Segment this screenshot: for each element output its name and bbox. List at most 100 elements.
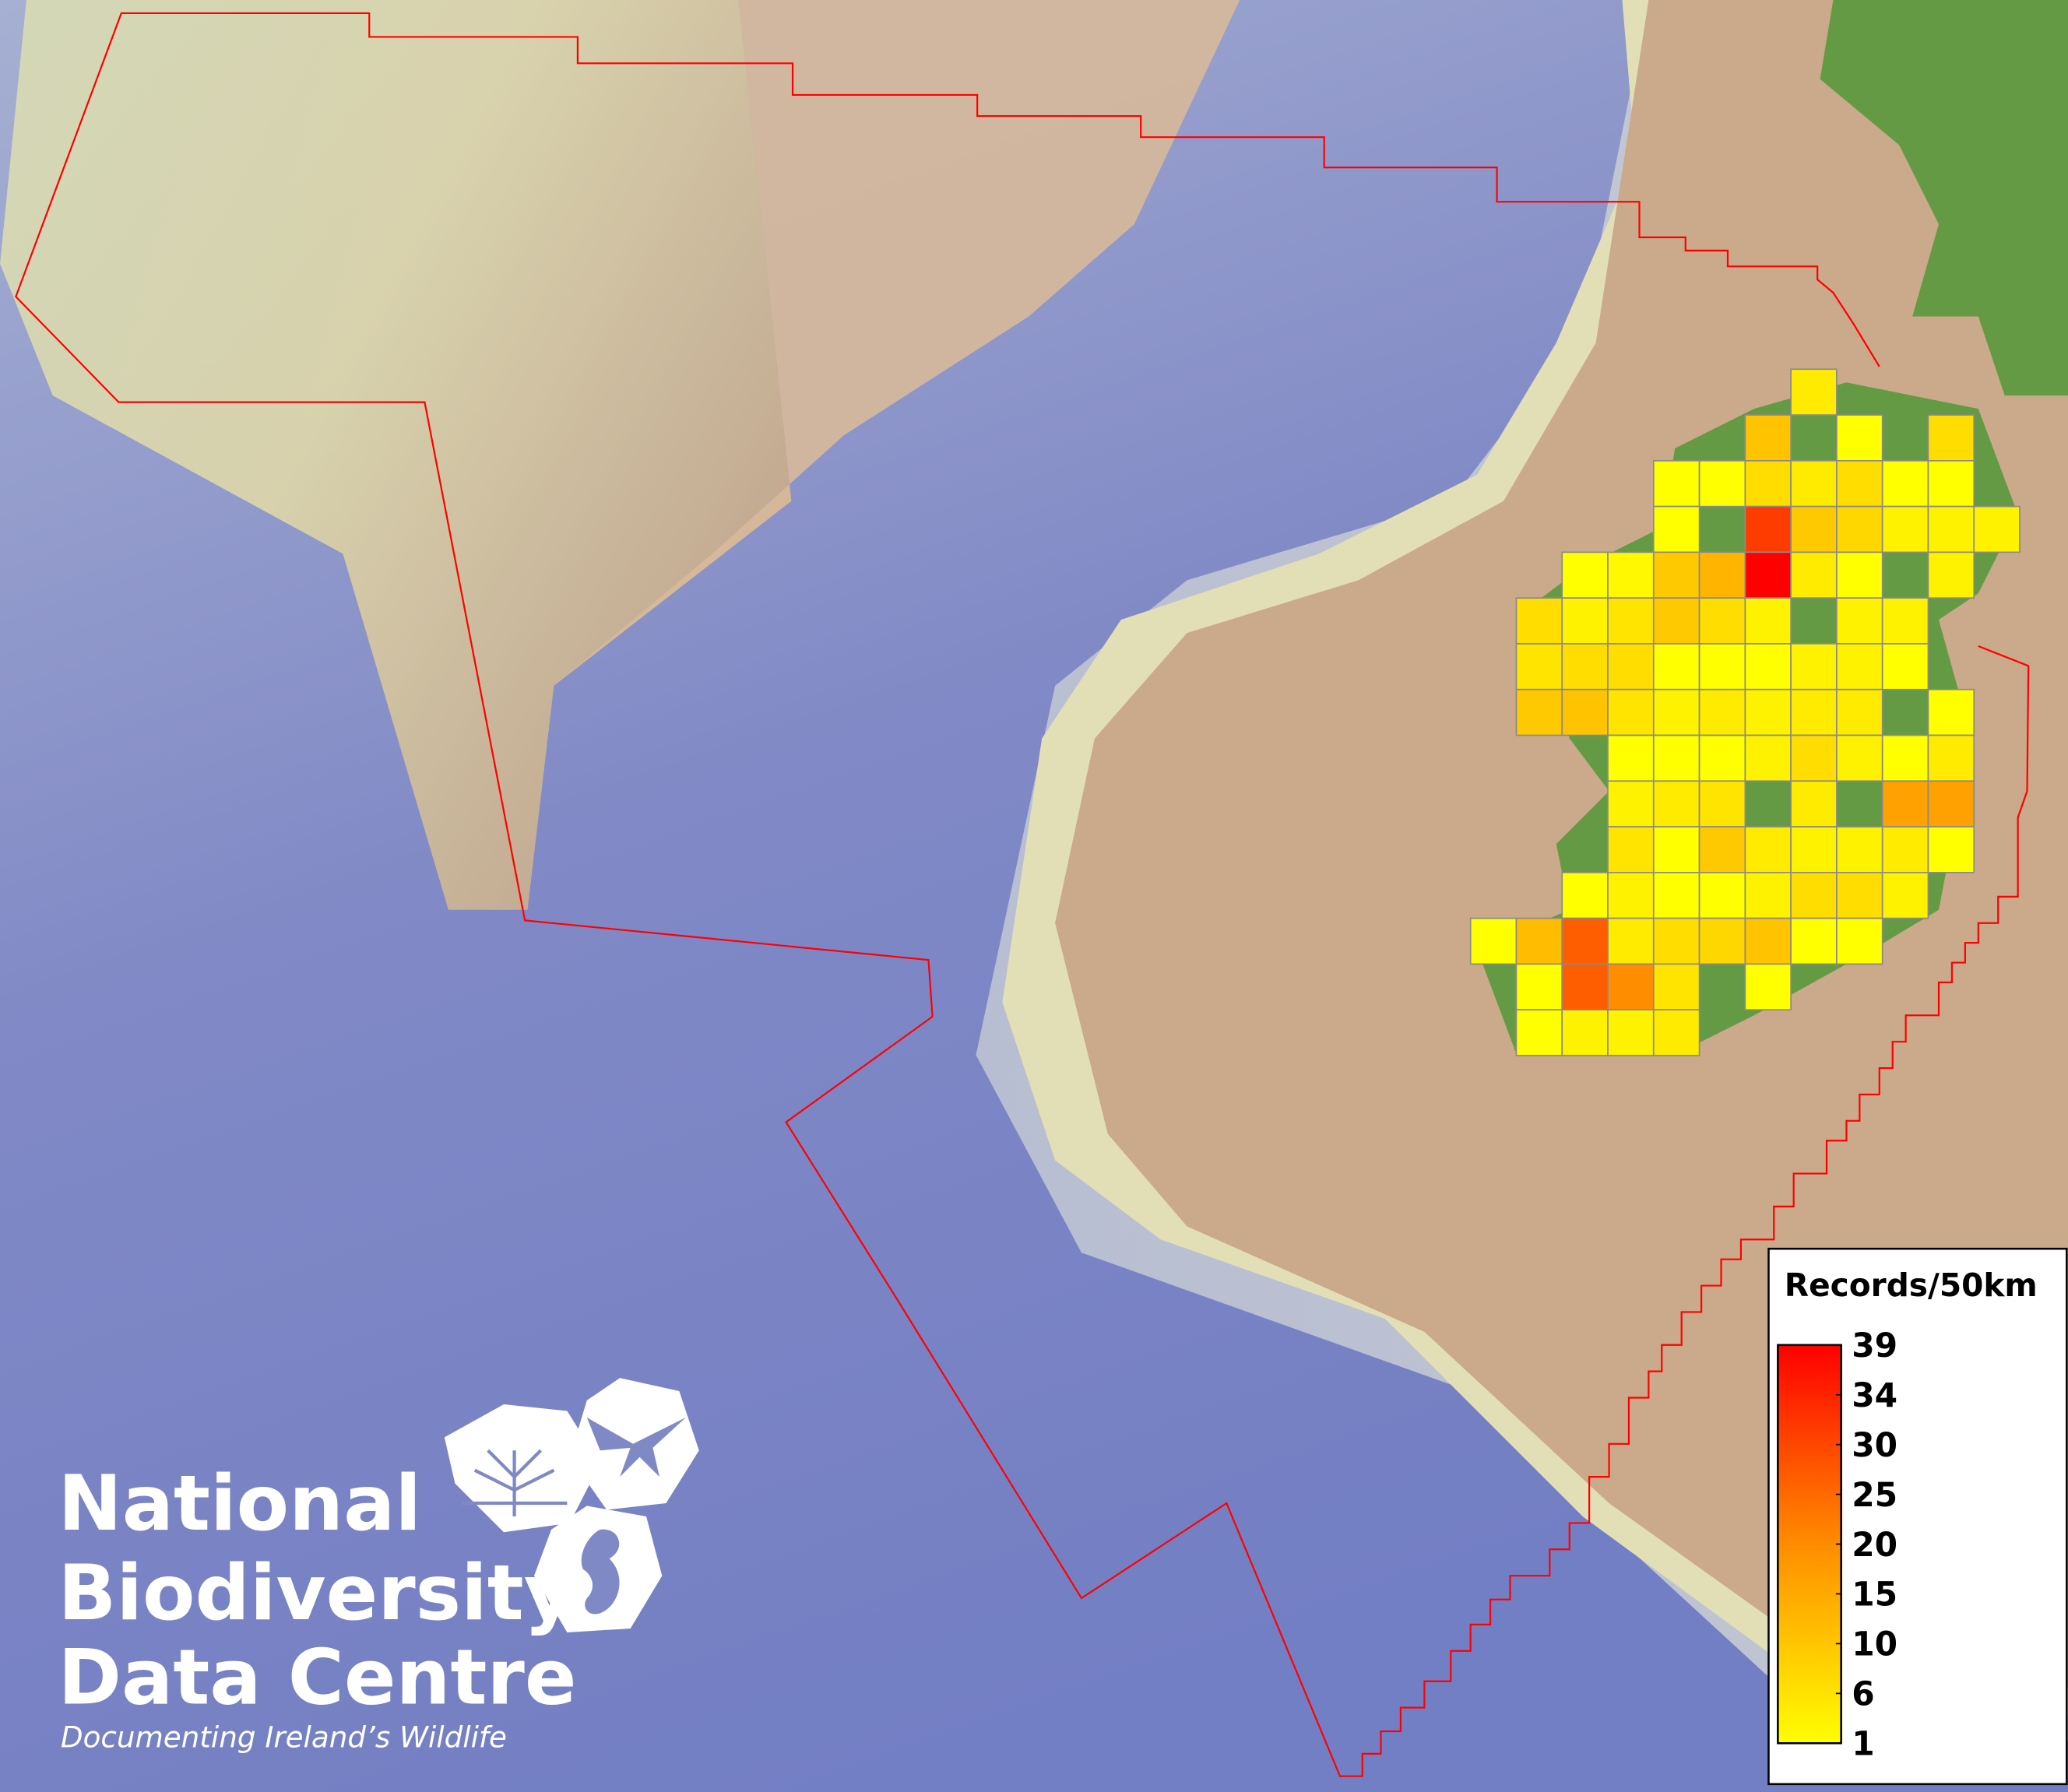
grid-cell	[1836, 551, 1883, 599]
shelf-region	[554, 0, 1240, 686]
grid-cell	[1744, 551, 1792, 599]
grid-cell	[1652, 963, 1700, 1011]
grid-cell	[1607, 597, 1655, 645]
logo-line-biodiversity: Biodiversity	[58, 1549, 574, 1638]
grid-cell	[1927, 551, 1975, 599]
grid-cell	[1652, 459, 1700, 508]
scotland-land	[1820, 0, 2068, 396]
grid-cell	[1652, 505, 1700, 553]
grid-cell	[1927, 734, 1975, 782]
grid-cell	[1652, 917, 1700, 965]
seahorse-icon	[581, 1529, 620, 1615]
grid-cell	[1927, 414, 1975, 462]
grid-cell	[1652, 597, 1700, 645]
grid-cell	[1744, 688, 1792, 736]
grid-cell	[1698, 551, 1746, 599]
grid-cell	[1836, 917, 1883, 965]
grid-cell	[1744, 505, 1792, 553]
grid-cell	[1836, 414, 1883, 462]
grid-cell	[1836, 597, 1883, 645]
legend-tick-label: 30	[1852, 1426, 1897, 1464]
grid-cell	[1744, 963, 1792, 1011]
grid-cell	[1881, 505, 1929, 553]
grid-cell	[1790, 643, 1838, 690]
legend-title: Records/50km	[1785, 1267, 2038, 1304]
grid-cell	[1561, 1009, 1609, 1056]
legend-tick-label: 6	[1852, 1675, 1874, 1713]
grid-cell	[1607, 917, 1655, 965]
grid-cell	[1836, 643, 1883, 690]
grid-cell	[1515, 963, 1563, 1011]
grid-cell	[1652, 1009, 1700, 1056]
grid-cell	[1744, 643, 1792, 690]
grid-cell	[1469, 917, 1518, 965]
grid-cell	[1652, 643, 1700, 690]
grid-cell	[1515, 1009, 1563, 1056]
grid-cell	[1790, 917, 1838, 965]
grid-cell	[1652, 826, 1700, 873]
grid-cell	[1698, 917, 1746, 965]
butterfly-icon	[586, 1417, 686, 1478]
grid-cell	[1652, 688, 1700, 736]
legend-tick-label: 20	[1852, 1526, 1897, 1564]
grid-cell	[1698, 826, 1746, 873]
grid-cell	[1515, 688, 1563, 736]
grid-cell	[1744, 459, 1792, 508]
logo-line-national: National	[58, 1460, 422, 1548]
legend: Records/50km 39 34 30 25 20 15 10 6 1	[1767, 1247, 2068, 1786]
legend-tick-label: 34	[1852, 1376, 1897, 1414]
grid-cell	[1744, 597, 1792, 645]
grid-cell	[1698, 459, 1746, 508]
grid-cell	[1607, 963, 1655, 1011]
grid-cell	[1698, 872, 1746, 919]
grid-cell	[1881, 826, 1929, 873]
grid-cell	[1881, 459, 1929, 508]
records-grid	[1469, 368, 2021, 1056]
grid-cell	[1790, 505, 1838, 553]
grid-cell	[1744, 872, 1792, 919]
grid-cell	[1515, 643, 1563, 690]
grid-cell	[1790, 688, 1838, 736]
grid-cell	[1790, 826, 1838, 873]
legend-tick-label: 15	[1852, 1576, 1897, 1614]
grid-cell	[1836, 459, 1883, 508]
grid-cell	[1836, 734, 1883, 782]
porcupine-bank	[0, 0, 792, 910]
grid-cell	[1698, 780, 1746, 827]
grid-cell	[1927, 826, 1975, 873]
grid-cell	[1607, 780, 1655, 827]
grid-cell	[1836, 688, 1883, 736]
grid-cell	[1698, 597, 1746, 645]
legend-colorbar	[1777, 1344, 1842, 1745]
grid-cell	[1744, 917, 1792, 965]
grid-cell	[1881, 780, 1929, 827]
grid-cell	[1607, 643, 1655, 690]
grid-cell	[1927, 688, 1975, 736]
grid-cell	[1561, 917, 1609, 965]
eez-boundary-line	[15, 12, 2030, 1777]
grid-cell	[1744, 826, 1792, 873]
grid-cell	[1561, 963, 1609, 1011]
grid-cell	[1607, 826, 1655, 873]
grid-cell	[1515, 917, 1563, 965]
nbdc-logo: National Biodiversity Data Centre Docume…	[58, 1378, 699, 1754]
grid-cell	[1881, 734, 1929, 782]
grid-cell	[1790, 872, 1838, 919]
legend-tick-label: 10	[1852, 1625, 1897, 1664]
grid-cell	[1881, 643, 1929, 690]
grid-cell	[1836, 872, 1883, 919]
grid-cell	[1881, 872, 1929, 919]
grid-cell	[1561, 597, 1609, 645]
grid-cell	[1927, 780, 1975, 827]
grid-cell	[1561, 688, 1609, 736]
tree-icon	[461, 1449, 568, 1516]
grid-cell	[1561, 872, 1609, 919]
grid-cell	[1973, 505, 2021, 553]
legend-tick-label: 39	[1852, 1326, 1897, 1365]
grid-cell	[1698, 688, 1746, 736]
grid-cell	[1515, 597, 1563, 645]
legend-tick-label: 25	[1852, 1476, 1897, 1514]
grid-cell	[1607, 734, 1655, 782]
legend-tick-label: 1	[1852, 1725, 1874, 1763]
grid-cell	[1790, 780, 1838, 827]
